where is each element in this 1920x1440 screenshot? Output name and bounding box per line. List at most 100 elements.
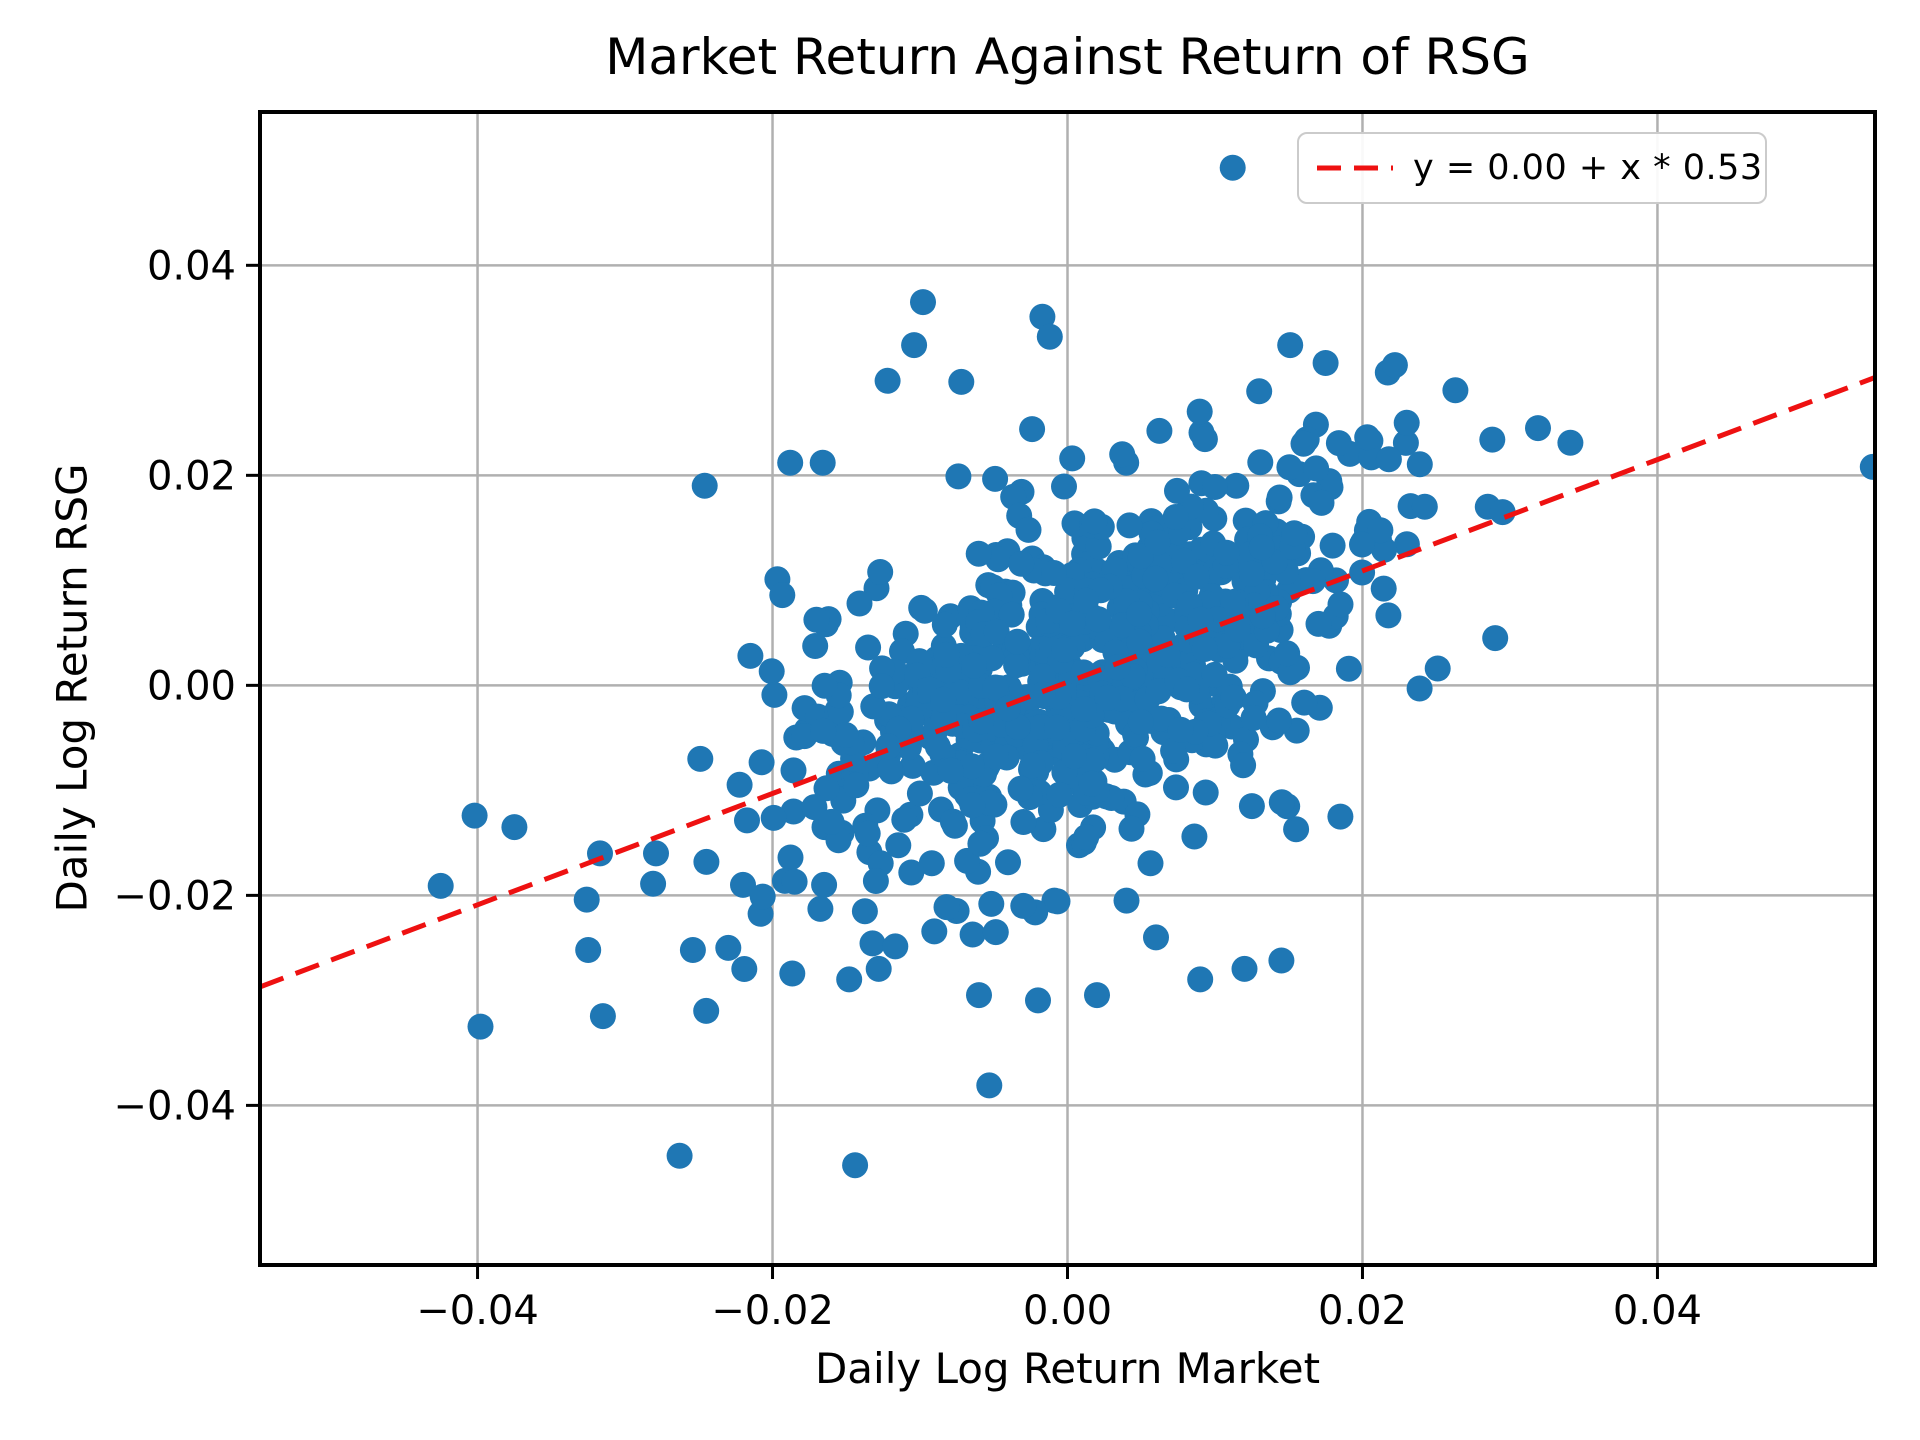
scatter-point <box>966 982 992 1009</box>
scatter-point <box>1381 352 1408 379</box>
y-tick-label: 0.00 <box>147 663 236 709</box>
scatter-point <box>1479 426 1506 453</box>
scatter-point <box>865 955 892 982</box>
scatter-point <box>1148 705 1175 732</box>
scatter-point <box>730 871 756 898</box>
scatter-point <box>1183 563 1210 590</box>
scatter-point <box>1191 426 1218 453</box>
scatter-point <box>575 937 602 963</box>
y-axis-label: Daily Log Return RSG <box>47 463 97 913</box>
scatter-point <box>862 868 889 894</box>
scatter-point <box>1305 610 1332 637</box>
y-tick-label: 0.02 <box>147 453 236 499</box>
scatter-point <box>1312 350 1339 376</box>
scatter-point <box>1019 416 1046 443</box>
scatter-point <box>1276 454 1303 481</box>
scatter-point <box>1303 455 1330 482</box>
scatter-point <box>1859 453 1875 480</box>
scatter-point <box>777 844 804 871</box>
scatter-point <box>898 859 925 886</box>
scatter-point <box>731 956 758 982</box>
scatter-point <box>1051 473 1077 500</box>
scatter-point <box>843 772 870 799</box>
scatter-point <box>1213 539 1240 566</box>
scatter-point <box>1230 752 1257 779</box>
scatter-point <box>1007 775 1034 802</box>
scatter-point <box>589 1003 616 1030</box>
scatter-point <box>855 634 882 661</box>
scatter-point <box>1238 560 1265 587</box>
scatter-point <box>758 658 785 685</box>
scatter-point <box>1325 430 1352 457</box>
scatter-point <box>1036 323 1063 350</box>
scatter-point <box>836 966 863 993</box>
scatter-point <box>1192 779 1219 806</box>
scatter-point <box>1354 424 1381 451</box>
scatter-point <box>779 960 806 987</box>
scatter-point <box>1025 987 1051 1014</box>
x-axis-label: Daily Log Return Market <box>814 1344 1321 1393</box>
scatter-point <box>885 832 912 859</box>
scatter-point <box>945 463 972 490</box>
scatter-point <box>982 465 1009 492</box>
scatter-point <box>941 812 968 839</box>
scatter-point <box>1127 709 1154 735</box>
scatter-point <box>1291 689 1318 716</box>
scatter-point <box>691 472 718 499</box>
scatter-point <box>1191 636 1218 662</box>
scatter-point <box>910 289 936 316</box>
scatter-point <box>1266 707 1292 734</box>
scatter-point <box>1219 154 1246 181</box>
scatter-point <box>983 743 1009 770</box>
scatter-point <box>998 601 1025 628</box>
scatter-point <box>851 898 878 925</box>
scatter-point <box>867 559 894 585</box>
scatter-point <box>803 606 830 633</box>
scatter-point <box>1044 888 1071 915</box>
scatter-point <box>427 872 454 899</box>
scatter-point <box>1319 532 1346 559</box>
x-tick-label: −0.04 <box>416 1288 539 1334</box>
scatter-point <box>1004 628 1031 655</box>
scatter-point <box>1126 601 1153 627</box>
scatter-point <box>1008 550 1035 577</box>
scatter-point <box>781 868 808 895</box>
scatter-point <box>978 890 1005 917</box>
scatter-point <box>995 849 1021 876</box>
scatter-point <box>1290 430 1317 457</box>
scatter-point <box>1029 303 1056 330</box>
scatter-point <box>1173 676 1200 703</box>
scatter-point <box>1187 606 1214 633</box>
scatter-point <box>976 1072 1003 1099</box>
scatter-point <box>1078 770 1105 797</box>
scatter-point <box>780 798 807 825</box>
scatter-point <box>1335 655 1362 682</box>
scatter-point <box>967 830 994 857</box>
scatter-point <box>959 753 985 780</box>
scatter-point <box>715 934 742 961</box>
scatter-point <box>1162 504 1189 530</box>
scatter-point <box>1015 516 1042 543</box>
scatter-point <box>1081 508 1108 535</box>
scatter-point <box>959 921 986 948</box>
scatter-point <box>1557 429 1584 456</box>
scatter-point <box>1274 640 1301 667</box>
scatter-point <box>1118 815 1145 842</box>
scatter-point <box>832 722 859 748</box>
scatter-point <box>811 871 838 898</box>
scatter-point <box>1129 745 1156 772</box>
scatter-point <box>1202 732 1229 759</box>
scatter-point <box>809 449 836 476</box>
scatter-point <box>1442 377 1469 404</box>
scatter-point <box>1268 947 1295 974</box>
scatter-point <box>859 930 886 957</box>
scatter-point <box>982 919 1009 946</box>
legend-label: y = 0.00 + x * 0.53 <box>1413 148 1763 188</box>
scatter-point <box>1349 531 1375 558</box>
scatter-point <box>882 933 909 960</box>
scatter-point <box>1201 474 1228 500</box>
scatter-point <box>1248 534 1275 561</box>
scatter-point <box>1370 575 1397 602</box>
scatter-point <box>749 883 776 910</box>
scatter-point <box>874 367 901 394</box>
